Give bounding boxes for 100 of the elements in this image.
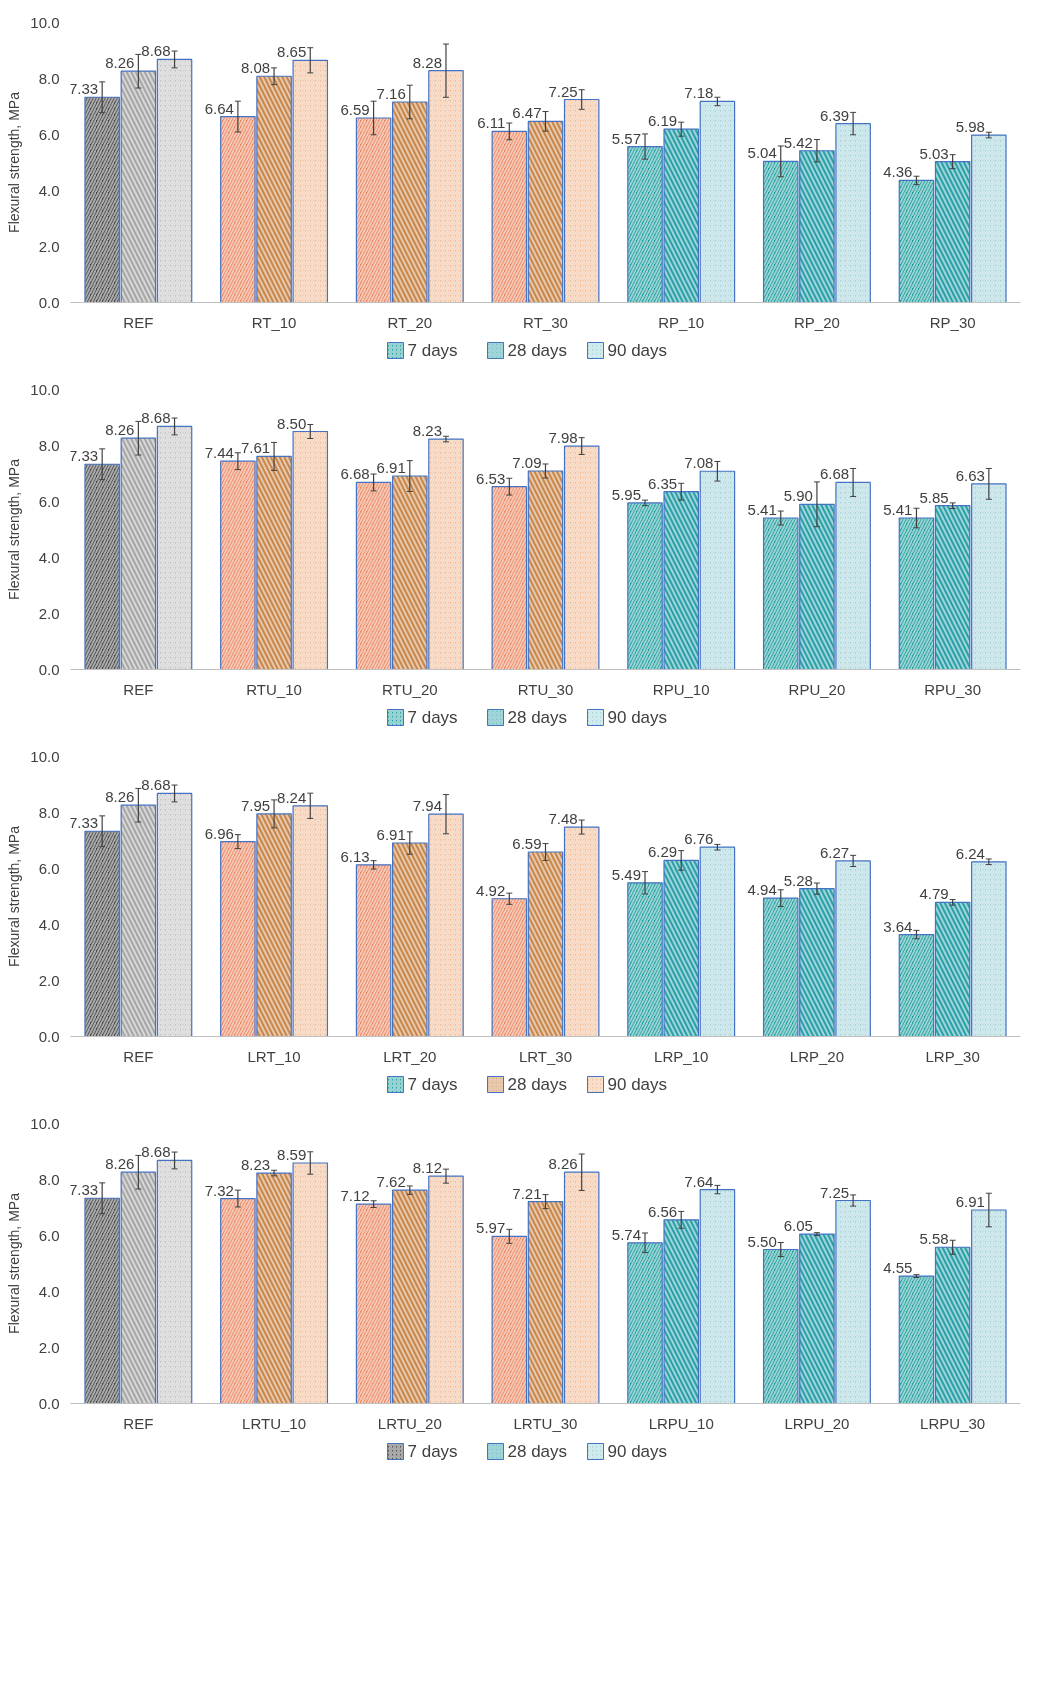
data-label: 6.68 (819, 465, 850, 483)
data-label: 8.26 (105, 421, 135, 439)
x-tick-label: RTU_30 (517, 680, 574, 698)
x-tick-label: LRT_20 (383, 1047, 437, 1065)
legend-label: 90 days (607, 1442, 668, 1461)
data-label: 6.29 (648, 843, 678, 861)
legend-label: 7 days (407, 1075, 458, 1094)
x-tick-label: LRTU_20 (377, 1414, 442, 1432)
y-tick-label: 10.0 (30, 747, 60, 765)
x-tick-label: RPU_10 (652, 680, 710, 698)
legend-label: 7 days (407, 341, 458, 360)
y-tick-label: 4.0 (38, 1282, 60, 1300)
data-label: 7.09 (512, 453, 542, 471)
data-label: 5.41 (883, 501, 913, 519)
x-tick-label: LRTU_10 (242, 1414, 307, 1432)
data-label: 7.16 (376, 85, 406, 103)
y-tick-label: 2.0 (38, 237, 60, 255)
x-tick-label: RT_30 (523, 313, 568, 331)
data-label: 8.26 (105, 54, 135, 72)
data-label: 7.61 (240, 439, 271, 457)
y-axis-title: Flexural strength, MPa (6, 458, 23, 600)
x-tick-label: LRP_30 (925, 1047, 980, 1065)
y-tick-label: 0.0 (38, 660, 60, 678)
data-label: 8.23 (412, 422, 442, 440)
x-tick-label: REF (123, 1047, 154, 1065)
data-label: 8.59 (277, 1145, 307, 1163)
data-label: 5.58 (919, 1230, 949, 1248)
data-label: 6.39 (819, 106, 850, 124)
x-tick-label: REF (123, 313, 154, 331)
data-label: 5.28 (783, 871, 813, 889)
data-label: 8.28 (412, 53, 442, 71)
data-label: 6.56 (648, 1202, 678, 1220)
y-tick-label: 8.0 (38, 436, 60, 454)
y-tick-label: 0.0 (38, 1027, 60, 1045)
data-label: 5.98 (955, 118, 985, 136)
data-label: 6.05 (783, 1217, 813, 1235)
x-tick-label: REF (123, 1414, 154, 1432)
legend-label: 7 days (407, 708, 458, 727)
x-tick-label: RP_20 (794, 313, 840, 331)
data-label: 8.26 (548, 1155, 578, 1173)
y-tick-label: 4.0 (38, 548, 60, 566)
x-tick-label: LRPU_30 (920, 1414, 986, 1432)
y-axis-title: Flexural strength, MPa (6, 1192, 23, 1334)
data-label: 6.24 (955, 844, 985, 862)
x-tick-label: RPU_20 (788, 680, 846, 698)
data-label: 5.04 (747, 144, 777, 162)
data-label: 3.64 (883, 917, 913, 935)
x-tick-label: RT_20 (387, 313, 433, 331)
x-tick-label: LRP_20 (789, 1047, 845, 1065)
data-label: 8.68 (141, 776, 171, 794)
x-tick-label: LRPU_20 (784, 1414, 850, 1432)
x-tick-label: RT_10 (251, 313, 297, 331)
data-label: 6.47 (512, 104, 542, 122)
data-label: 6.63 (955, 466, 985, 484)
data-label: 7.64 (684, 1172, 714, 1190)
data-label: 8.68 (141, 42, 171, 60)
legend-label: 28 days (507, 341, 568, 360)
data-label: 5.50 (747, 1232, 777, 1250)
legend-label: 28 days (507, 1442, 568, 1461)
data-label: 6.11 (477, 114, 506, 132)
y-tick-label: 0.0 (38, 1394, 60, 1412)
data-label: 7.33 (68, 447, 99, 465)
data-label: 7.33 (68, 80, 99, 98)
data-label: 8.12 (412, 1159, 442, 1177)
y-tick-label: 6.0 (38, 125, 60, 143)
data-label: 5.95 (611, 485, 642, 503)
legend-label: 90 days (607, 1075, 668, 1094)
data-label: 5.74 (611, 1225, 642, 1243)
data-label: 6.53 (476, 469, 506, 487)
y-tick-label: 10.0 (30, 380, 60, 398)
data-label: 5.03 (919, 144, 949, 162)
data-label: 7.08 (684, 454, 714, 472)
y-tick-label: 8.0 (38, 1170, 60, 1188)
data-label: 8.23 (240, 1156, 271, 1174)
y-tick-label: 0.0 (38, 293, 60, 311)
x-tick-label: LRP_10 (654, 1047, 709, 1065)
y-tick-label: 8.0 (38, 69, 60, 87)
data-label: 6.27 (819, 843, 850, 861)
y-axis-title: Flexural strength, MPa (6, 91, 23, 233)
data-label: 5.41 (747, 501, 777, 519)
data-label: 7.48 (548, 810, 578, 828)
data-label: 4.36 (883, 163, 913, 181)
x-tick-label: LRT_10 (247, 1047, 301, 1065)
data-label: 8.26 (105, 1155, 135, 1173)
data-label: 8.26 (105, 788, 135, 806)
y-tick-label: 8.0 (38, 803, 60, 821)
data-label: 7.25 (548, 82, 578, 100)
data-label: 6.96 (204, 824, 234, 842)
data-label: 5.57 (611, 129, 642, 147)
data-label: 6.59 (340, 100, 370, 118)
y-tick-label: 2.0 (38, 971, 60, 989)
data-label: 8.50 (277, 414, 307, 432)
data-label: 6.91 (376, 826, 406, 844)
data-label: 4.92 (476, 881, 506, 899)
data-label: 4.55 (883, 1259, 913, 1277)
data-label: 8.08 (240, 59, 271, 77)
data-label: 5.85 (919, 488, 949, 506)
x-tick-label: RP_30 (929, 313, 976, 331)
legend-label: 90 days (607, 708, 668, 727)
data-label: 6.59 (512, 834, 542, 852)
